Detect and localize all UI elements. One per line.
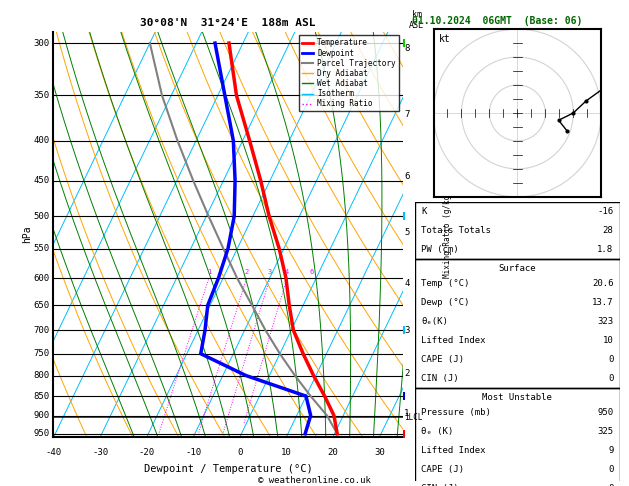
Text: 950: 950 (598, 408, 613, 417)
Text: © weatheronline.co.uk: © weatheronline.co.uk (258, 476, 371, 485)
Text: -16: -16 (598, 207, 613, 216)
Text: 7: 7 (404, 110, 409, 119)
Text: 300: 300 (33, 38, 49, 48)
Text: 28: 28 (603, 226, 613, 235)
Text: CIN (J): CIN (J) (421, 484, 459, 486)
Text: Lifted Index: Lifted Index (421, 446, 486, 455)
Bar (415, 388, 620, 486)
Text: -40: -40 (45, 448, 62, 456)
Text: 20: 20 (327, 448, 338, 456)
Text: 01.10.2024  06GMT  (Base: 06): 01.10.2024 06GMT (Base: 06) (412, 16, 582, 26)
Text: 13.7: 13.7 (592, 298, 613, 307)
Text: CAPE (J): CAPE (J) (421, 355, 464, 364)
Text: 850: 850 (33, 392, 49, 400)
Text: 400: 400 (33, 136, 49, 145)
Text: Mixing Ratio (g/kg): Mixing Ratio (g/kg) (443, 191, 452, 278)
Text: 6: 6 (404, 172, 409, 181)
Text: 600: 600 (33, 274, 49, 282)
Text: hPa: hPa (22, 226, 32, 243)
Legend: Temperature, Dewpoint, Parcel Trajectory, Dry Adiabat, Wet Adiabat, Isotherm, Mi: Temperature, Dewpoint, Parcel Trajectory… (299, 35, 399, 111)
Text: 0: 0 (608, 374, 613, 383)
Text: Most Unstable: Most Unstable (482, 393, 552, 402)
Text: Dewp (°C): Dewp (°C) (421, 298, 470, 307)
Text: 6: 6 (310, 269, 314, 275)
Text: 1LCL: 1LCL (404, 413, 423, 422)
Text: Temp (°C): Temp (°C) (421, 279, 470, 288)
Text: CIN (J): CIN (J) (421, 374, 459, 383)
Text: 2: 2 (404, 369, 409, 378)
Text: 2: 2 (245, 269, 248, 275)
Text: 350: 350 (33, 91, 49, 100)
Text: -30: -30 (92, 448, 108, 456)
Text: 700: 700 (33, 326, 49, 335)
Text: 1: 1 (404, 409, 409, 418)
Bar (415, 259, 620, 388)
Text: 4: 4 (404, 279, 409, 288)
Text: 9: 9 (608, 446, 613, 455)
Text: θₑ(K): θₑ(K) (421, 317, 448, 326)
Text: Pressure (mb): Pressure (mb) (421, 408, 491, 417)
Text: 750: 750 (33, 349, 49, 358)
Text: 1: 1 (207, 269, 211, 275)
Text: 0: 0 (237, 448, 242, 456)
Text: 450: 450 (33, 176, 49, 185)
Text: 900: 900 (33, 411, 49, 420)
Text: 20.6: 20.6 (592, 279, 613, 288)
Text: 0: 0 (608, 484, 613, 486)
Text: 500: 500 (33, 212, 49, 221)
Text: kt: kt (438, 34, 450, 44)
Text: 550: 550 (33, 244, 49, 253)
Text: -10: -10 (185, 448, 201, 456)
Text: Lifted Index: Lifted Index (421, 336, 486, 345)
Text: 323: 323 (598, 317, 613, 326)
Text: Totals Totals: Totals Totals (421, 226, 491, 235)
Text: CAPE (J): CAPE (J) (421, 465, 464, 474)
Text: -20: -20 (138, 448, 155, 456)
Text: 4: 4 (285, 269, 289, 275)
Text: Dewpoint / Temperature (°C): Dewpoint / Temperature (°C) (143, 464, 313, 474)
Text: km
ASL: km ASL (409, 10, 424, 30)
Text: 3: 3 (404, 326, 409, 335)
Text: 10: 10 (281, 448, 292, 456)
Bar (415, 202, 620, 259)
Text: 0: 0 (608, 355, 613, 364)
Text: 650: 650 (33, 301, 49, 310)
Text: 0: 0 (608, 465, 613, 474)
Text: K: K (421, 207, 426, 216)
Text: PW (cm): PW (cm) (421, 244, 459, 254)
Text: 10: 10 (603, 336, 613, 345)
Text: θₑ (K): θₑ (K) (421, 427, 454, 436)
Text: 3: 3 (268, 269, 272, 275)
Text: 1.8: 1.8 (598, 244, 613, 254)
Text: 8: 8 (404, 44, 409, 53)
Text: Surface: Surface (499, 264, 536, 273)
Text: 800: 800 (33, 371, 49, 380)
Text: 5: 5 (404, 228, 409, 237)
Text: 950: 950 (33, 429, 49, 438)
Text: 30°08'N  31°24'E  188m ASL: 30°08'N 31°24'E 188m ASL (140, 17, 316, 28)
Text: 30: 30 (374, 448, 385, 456)
Text: 325: 325 (598, 427, 613, 436)
